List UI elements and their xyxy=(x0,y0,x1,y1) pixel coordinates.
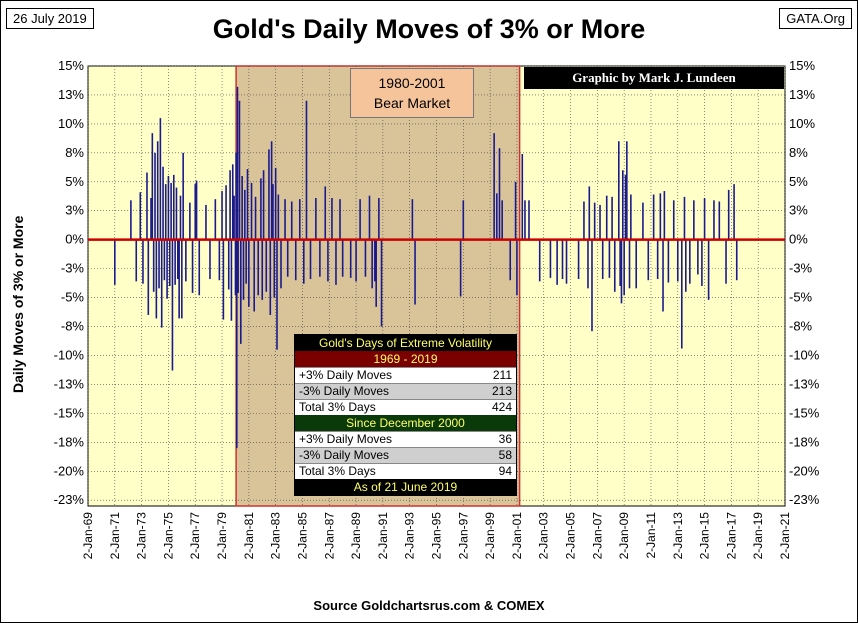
stats-row-value: 213 xyxy=(491,384,512,398)
y-tick-label-left: 10% xyxy=(58,116,84,131)
x-tick-label: 2-Jan-71 xyxy=(108,512,122,560)
date-label: 26 July 2019 xyxy=(6,8,94,29)
y-tick-label-left: 13% xyxy=(58,87,84,102)
y-tick-label-right: 5% xyxy=(789,174,808,189)
bear-market-box: 1980-2001 Bear Market xyxy=(350,68,474,118)
y-tick-label-left: -23% xyxy=(54,492,85,507)
stats-row-label: -3% Daily Moves xyxy=(299,384,390,398)
x-tick-label: 2-Jan-11 xyxy=(644,512,658,559)
x-tick-label: 2-Jan-91 xyxy=(376,512,390,560)
y-tick-label-right: 8% xyxy=(789,145,808,160)
y-tick-label-right: -10% xyxy=(789,347,820,362)
x-tick-label: 2-Jan-09 xyxy=(617,512,631,560)
y-tick-label-right: -8% xyxy=(789,319,813,334)
x-tick-label: 2-Jan-69 xyxy=(81,512,95,560)
y-tick-label-right: -18% xyxy=(789,434,820,449)
volatility-stats-table: Gold's Days of Extreme Volatility 1969 -… xyxy=(294,334,517,496)
bear-market-label: Bear Market xyxy=(373,95,451,111)
x-tick-label: 2-Jan-13 xyxy=(671,512,685,560)
x-tick-label: 2-Jan-05 xyxy=(564,512,578,560)
stats-row-value: 58 xyxy=(498,448,512,462)
y-tick-label-left: -13% xyxy=(54,376,85,391)
x-tick-label: 2-Jan-89 xyxy=(349,512,363,560)
x-tick-label: 2-Jan-79 xyxy=(215,512,229,560)
x-tick-label: 2-Jan-73 xyxy=(135,512,149,560)
stats-row-value: 94 xyxy=(498,464,512,478)
chart-title: Gold's Daily Moves of 3% or More xyxy=(212,14,646,44)
stats-row-value: 424 xyxy=(491,400,512,414)
y-tick-label-right: -15% xyxy=(789,405,820,420)
y-tick-label-right: -5% xyxy=(789,290,813,305)
y-tick-label-right: 3% xyxy=(789,203,808,218)
y-tick-label-right: -23% xyxy=(789,492,820,507)
y-axis-label: Daily Moves of 3% or More xyxy=(10,215,26,393)
stats-row-label: +3% Daily Moves xyxy=(299,368,393,382)
stats-row: -3% Daily Moves 58 xyxy=(295,447,516,463)
x-tick-label: 2-Jan-97 xyxy=(456,512,470,560)
y-tick-label-right: 0% xyxy=(789,232,808,247)
y-tick-label-right: 15% xyxy=(789,58,815,73)
stats-row-label: Total 3% Days xyxy=(299,400,376,414)
x-tick-label: 2-Jan-15 xyxy=(698,512,712,560)
x-tick-label: 2-Jan-83 xyxy=(269,512,283,560)
y-tick-label-left: -8% xyxy=(61,319,85,334)
y-tick-label-right: 13% xyxy=(789,87,815,102)
y-tick-label-left: -20% xyxy=(54,463,85,478)
stats-title: Gold's Days of Extreme Volatility xyxy=(295,335,516,351)
y-tick-label-left: -18% xyxy=(54,434,85,449)
x-tick-label: 2-Jan-87 xyxy=(322,512,336,560)
stats-period-2: Since December 2000 xyxy=(295,415,516,431)
y-tick-label-left: -15% xyxy=(54,405,85,420)
y-tick-label-left: 15% xyxy=(58,58,84,73)
stats-row: +3% Daily Moves 211 xyxy=(295,367,516,383)
x-tick-label: 2-Jan-21 xyxy=(778,512,792,560)
stats-row: +3% Daily Moves 36 xyxy=(295,431,516,447)
x-tick-label: 2-Jan-81 xyxy=(242,512,256,560)
stats-row: Total 3% Days 424 xyxy=(295,399,516,415)
y-tick-label-right: -3% xyxy=(789,261,813,276)
y-tick-label-left: 5% xyxy=(65,174,84,189)
x-tick-label: 2-Jan-85 xyxy=(295,512,309,560)
x-tick-label: 2-Jan-99 xyxy=(483,512,497,560)
y-tick-label-left: 3% xyxy=(65,203,84,218)
stats-row: -3% Daily Moves 213 xyxy=(295,383,516,399)
x-tick-label: 2-Jan-75 xyxy=(161,512,175,560)
x-tick-label: 2-Jan-19 xyxy=(751,512,765,560)
y-tick-label-left: -5% xyxy=(61,290,85,305)
y-tick-label-left: 8% xyxy=(65,145,84,160)
bear-market-years: 1980-2001 xyxy=(378,75,446,91)
x-tick-label: 2-Jan-93 xyxy=(403,512,417,560)
stats-row: Total 3% Days 94 xyxy=(295,463,516,479)
source-label: Source Goldchartsrus.com & COMEX xyxy=(313,598,545,613)
y-tick-label-left: -10% xyxy=(54,347,85,362)
stats-row-label: Total 3% Days xyxy=(299,464,376,478)
site-label: GATA.Org xyxy=(779,8,852,29)
y-tick-label-left: 0% xyxy=(65,232,84,247)
x-tick-label: 2-Jan-17 xyxy=(724,512,738,560)
stats-as-of: As of 21 June 2019 xyxy=(295,479,516,495)
x-tick-label: 2-Jan-07 xyxy=(590,512,604,560)
stats-row-value: 211 xyxy=(492,368,512,382)
x-tick-label: 2-Jan-95 xyxy=(430,512,444,560)
stats-row-value: 36 xyxy=(498,432,512,446)
y-tick-label-right: -13% xyxy=(789,376,820,391)
y-tick-label-left: -3% xyxy=(61,261,85,276)
y-tick-label-right: 10% xyxy=(789,116,815,131)
y-tick-label-right: -20% xyxy=(789,463,820,478)
credit-label: Graphic by Mark J. Lundeen xyxy=(524,67,784,89)
x-tick-label: 2-Jan-01 xyxy=(510,512,524,560)
x-tick-label: 2-Jan-03 xyxy=(537,512,551,560)
x-tick-label: 2-Jan-77 xyxy=(188,512,202,560)
stats-period-1: 1969 - 2019 xyxy=(295,351,516,367)
stats-row-label: +3% Daily Moves xyxy=(299,432,393,446)
stats-row-label: -3% Daily Moves xyxy=(299,448,390,462)
